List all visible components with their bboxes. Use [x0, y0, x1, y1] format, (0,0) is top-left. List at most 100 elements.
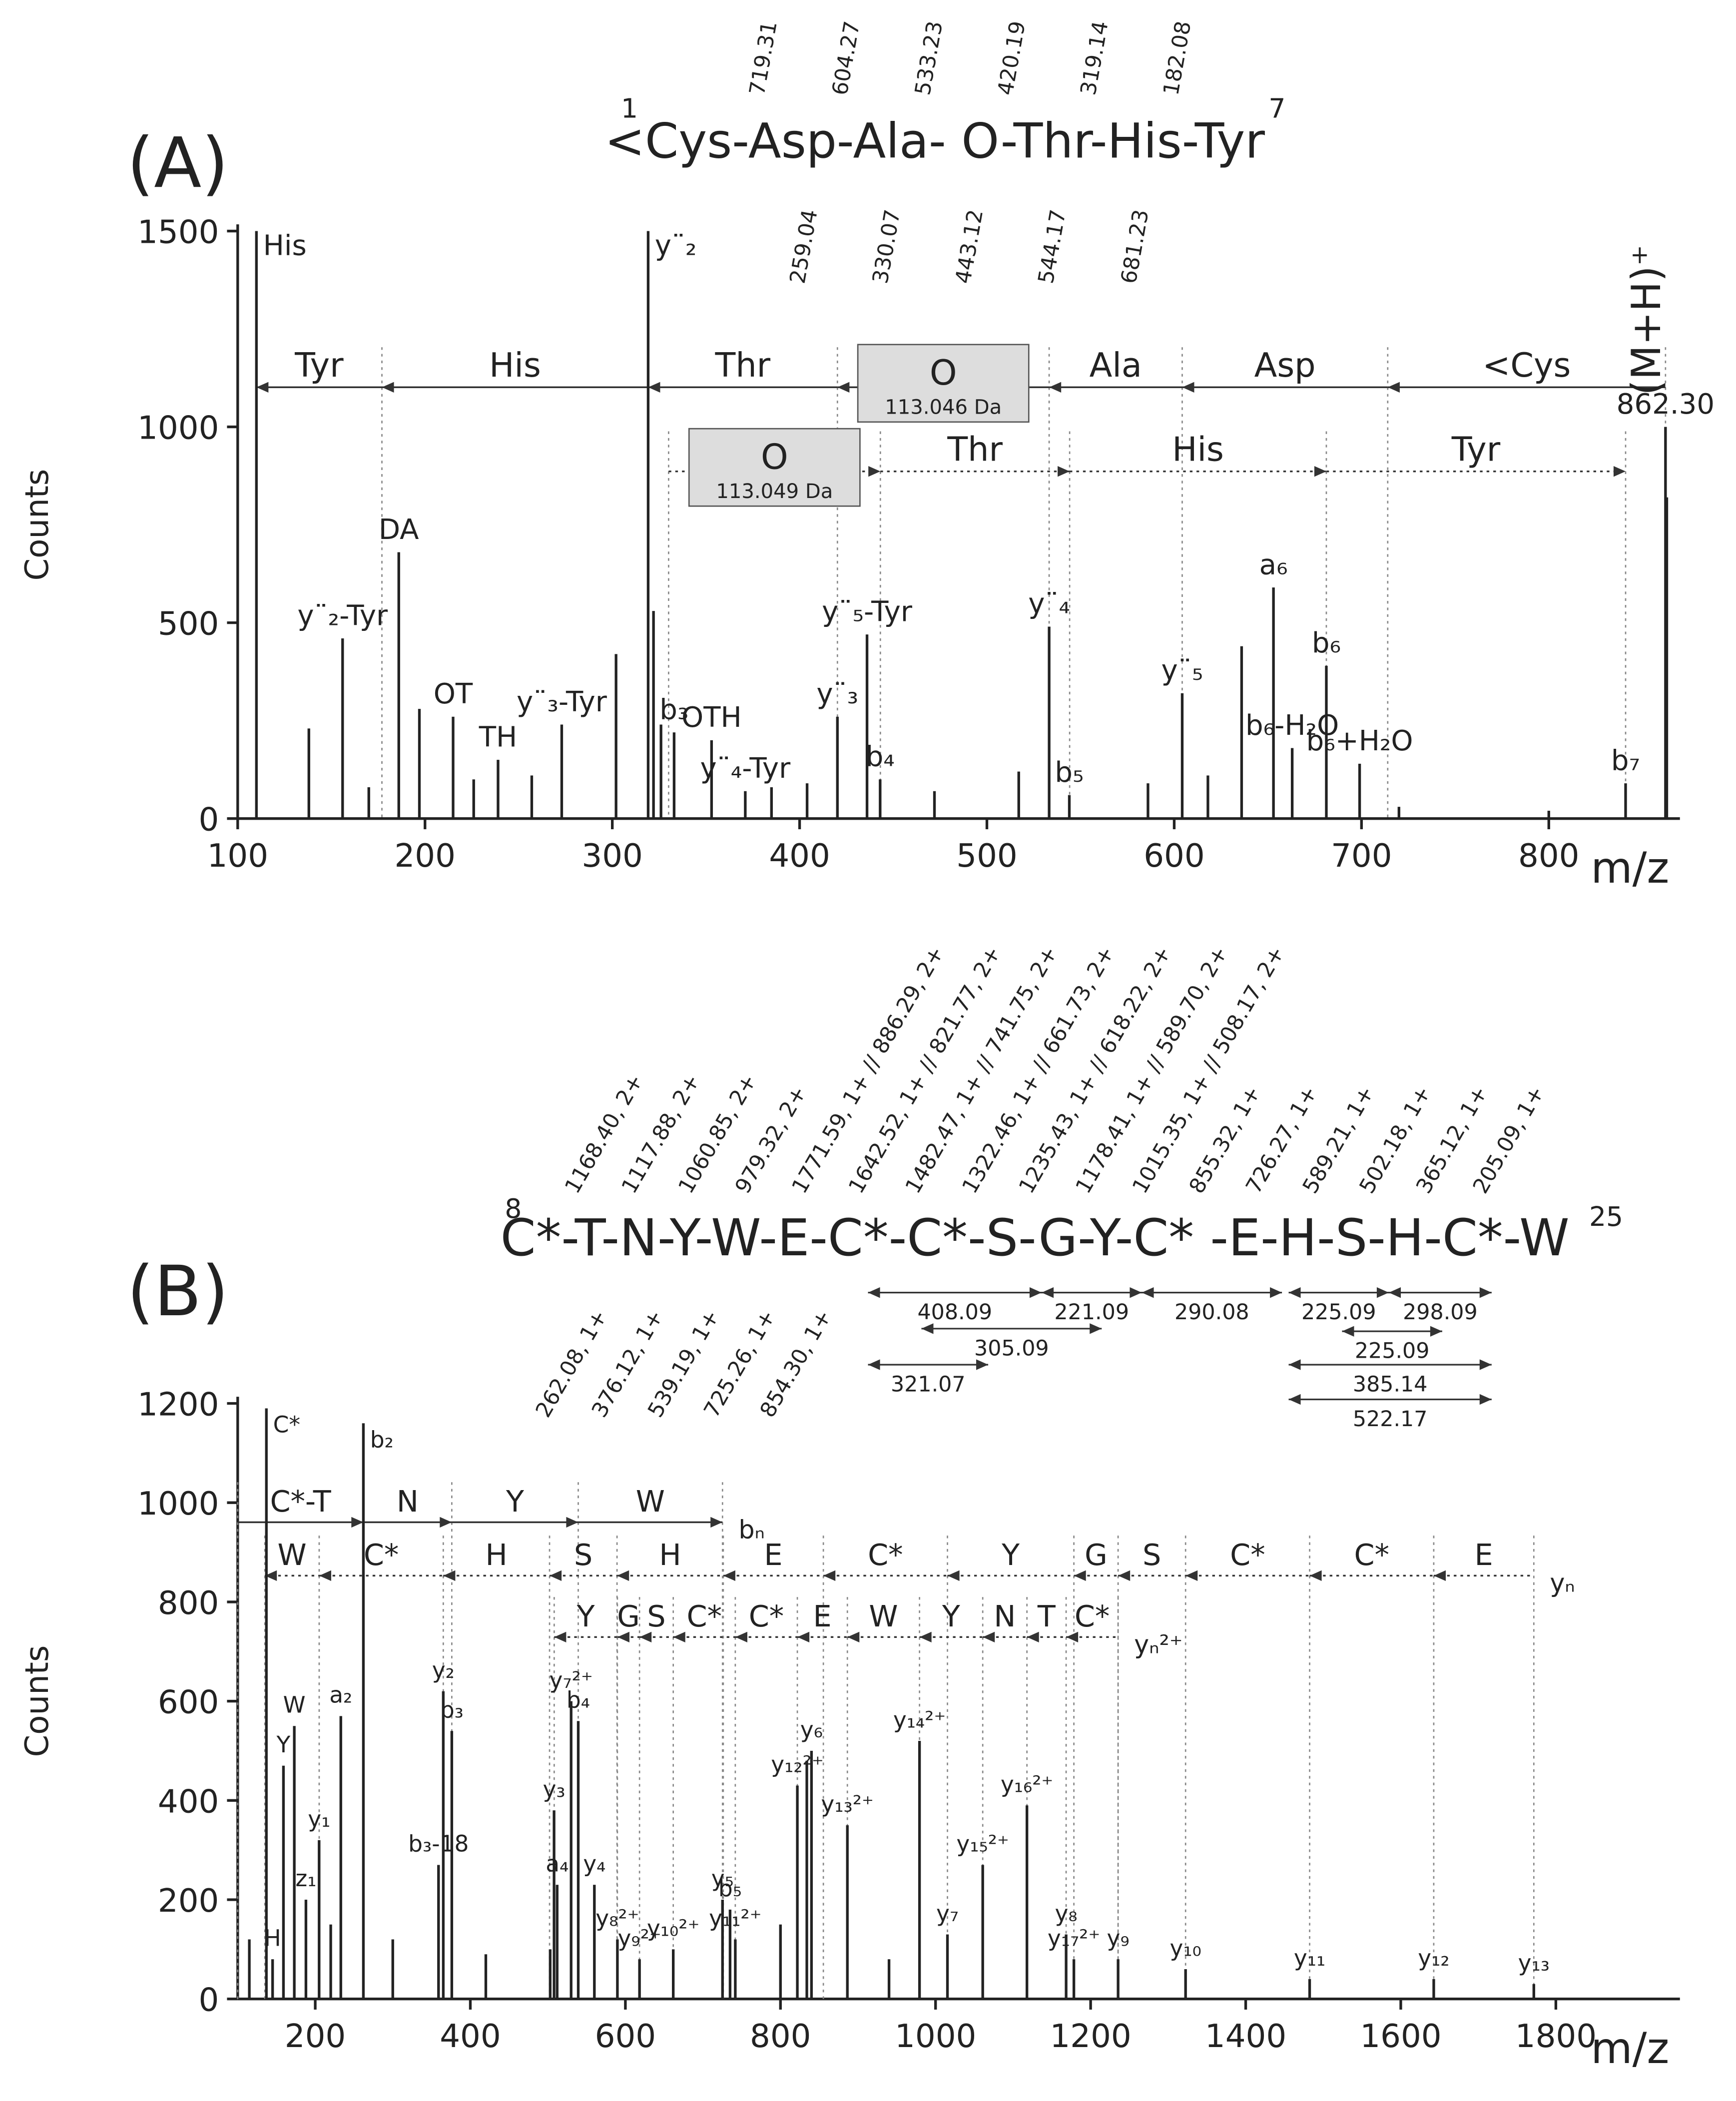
ladder-label: His	[489, 346, 541, 385]
y-axis-title: Counts	[18, 1645, 56, 1757]
ladder-arrowhead	[983, 1631, 995, 1642]
peak	[1290, 748, 1294, 819]
peak-label: z₁	[295, 1865, 316, 1892]
peak-label: y¨₄	[1028, 588, 1070, 620]
x-axis-title: m/z	[1591, 2024, 1669, 2074]
y-tick-label: 1200	[137, 1386, 219, 1424]
peak	[437, 1865, 440, 1999]
peak	[452, 716, 455, 819]
peak	[318, 1840, 321, 1999]
peak	[672, 1949, 675, 1999]
peak-label: y₁₀	[1170, 1935, 1201, 1961]
peak	[770, 787, 773, 819]
y-tick-label: 0	[199, 1982, 219, 2019]
peak-label: b₅	[1055, 756, 1084, 789]
ladder-arrowhead	[440, 1517, 452, 1528]
ladder-label: C*	[749, 1599, 784, 1633]
peak	[933, 791, 936, 819]
ladder-label: <Cys	[1482, 346, 1571, 385]
x-tick-label: 400	[440, 2018, 501, 2055]
ladder-arrowhead	[566, 1517, 579, 1528]
ladder-arrowhead	[617, 1570, 629, 1581]
peak	[307, 728, 310, 819]
ladder-label: S	[647, 1599, 665, 1633]
peak	[367, 787, 370, 819]
peak-label: b₃-18	[408, 1831, 469, 1857]
distance-label: 522.17	[1353, 1407, 1428, 1432]
ladder-arrowhead	[723, 1570, 735, 1581]
peak	[553, 1810, 556, 1999]
peak-label: DA	[379, 514, 419, 546]
ladder-arrowhead	[673, 1631, 685, 1642]
peak	[1240, 646, 1243, 819]
x-tick-label: 800	[750, 2018, 811, 2055]
peak-label: y₁₁	[1294, 1945, 1325, 1971]
peak-label: y₁₀²⁺	[647, 1915, 700, 1942]
ladder-arrowhead	[710, 1517, 723, 1528]
peak-label: y₇	[936, 1900, 959, 1927]
ladder-label: W	[869, 1599, 898, 1633]
ladder-arrowhead	[1185, 1570, 1198, 1581]
peak-label: y¨₄-Tyr	[700, 752, 791, 785]
ladder-arrowhead	[1058, 466, 1070, 477]
peak-label: OTH	[681, 701, 742, 734]
ladder-arrowhead	[1066, 1631, 1079, 1642]
residue-number: 8	[505, 1193, 522, 1224]
peak	[1025, 1805, 1029, 1999]
ladder-label: H	[659, 1538, 681, 1572]
peak-label: Y	[276, 1731, 290, 1758]
x-tick-label: 1400	[1205, 2018, 1286, 2055]
peak	[744, 791, 747, 819]
ladder-end-label: yₙ²⁺	[1134, 1629, 1182, 1659]
peak	[391, 1939, 394, 1999]
distance-arrowhead	[1479, 1394, 1492, 1405]
ladder-arrowhead	[382, 382, 394, 393]
x-tick-label: 200	[285, 2018, 346, 2055]
peak-label: y₁	[308, 1806, 330, 1832]
peak-label: C*	[273, 1412, 300, 1438]
ladder-label: His	[1172, 430, 1224, 469]
peak-label: y₁₆²⁺	[1001, 1771, 1054, 1797]
ladder-label: N	[397, 1484, 419, 1519]
ladder-arrowhead	[1118, 1570, 1131, 1581]
peak-label: b₄	[567, 1687, 590, 1713]
ladder-label: C*	[1075, 1599, 1110, 1633]
distance-arrowhead	[1288, 1394, 1301, 1405]
distance-arrowhead	[868, 1359, 880, 1370]
fragment-mass: 533.23	[910, 19, 948, 97]
peak	[887, 1959, 891, 1999]
peak-label: a₆	[1259, 548, 1288, 581]
ladder-label: G	[617, 1599, 640, 1633]
distance-arrowhead	[1288, 1359, 1301, 1370]
fragment-mass: 544.17	[1034, 208, 1071, 286]
distance-arrowhead	[1479, 1287, 1492, 1298]
peak	[1665, 497, 1669, 819]
peak	[341, 638, 344, 819]
ladder-arrowhead	[837, 382, 850, 393]
peak	[1325, 665, 1328, 819]
peak	[616, 1939, 619, 1999]
ladder-label: C*	[1354, 1538, 1389, 1572]
ladder-arrowhead	[1613, 466, 1626, 477]
peak	[1272, 587, 1275, 819]
residue-number: 7	[1268, 92, 1285, 124]
peak	[1358, 763, 1361, 819]
peak	[1048, 626, 1051, 819]
peak	[484, 1954, 488, 1999]
peak	[710, 740, 713, 819]
peak-label: y¨₂	[655, 230, 697, 262]
peak	[805, 1760, 808, 1999]
peak	[1308, 1979, 1311, 1999]
peak-label: y¨₅-Tyr	[822, 595, 913, 628]
peak-label: b₃	[440, 1696, 464, 1723]
peak-label: y₁₅²⁺	[956, 1831, 1009, 1857]
distance-label: 290.08	[1174, 1300, 1249, 1325]
fragment-mass: 719.31	[745, 19, 782, 97]
distance-label: 221.09	[1054, 1300, 1129, 1325]
ladder-arrowhead	[947, 1570, 960, 1581]
distance-arrowhead	[868, 1287, 880, 1298]
peak	[672, 732, 676, 819]
ladder-arrowhead	[648, 382, 660, 393]
peak	[442, 1691, 445, 1999]
y-axis-title: Counts	[18, 469, 56, 581]
